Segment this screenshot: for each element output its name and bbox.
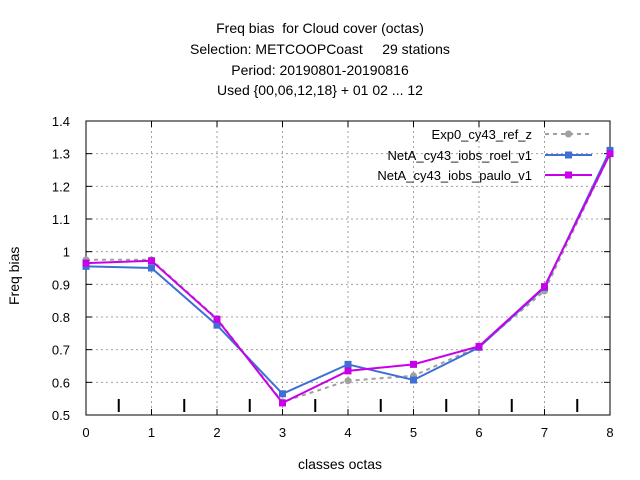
x-tick-label: 1 xyxy=(148,425,155,440)
legend-marker-exp0-cy43-ref-z xyxy=(565,130,572,138)
data-point-neta-cy43-iobs-paulo-v1 xyxy=(279,399,286,407)
y-tick-label: 0.8 xyxy=(52,310,70,325)
y-tick-label: 1.3 xyxy=(52,147,70,162)
x-tick-label: 8 xyxy=(606,425,613,440)
data-point-neta-cy43-iobs-paulo-v1 xyxy=(148,257,155,265)
data-point-neta-cy43-iobs-roel-v1 xyxy=(279,390,286,398)
data-point-neta-cy43-iobs-paulo-v1 xyxy=(541,283,548,291)
data-point-neta-cy43-iobs-roel-v1 xyxy=(148,264,155,272)
y-tick-label: 0.5 xyxy=(52,408,70,423)
data-point-neta-cy43-iobs-paulo-v1 xyxy=(475,342,483,350)
chart-title-line-1: Freq bias for Cloud cover (octas) xyxy=(216,20,424,36)
y-tick-label: 1.2 xyxy=(52,179,70,194)
x-axis-label: classes octas xyxy=(298,456,383,472)
y-tick-label: 0.9 xyxy=(52,277,70,292)
x-tick-label: 7 xyxy=(541,425,548,440)
data-point-exp0-cy43-ref-z xyxy=(344,377,352,385)
chart-title-line-4: Used {00,06,12,18} + 01 02 ... 12 xyxy=(217,82,423,98)
legend-marker-neta-cy43-iobs-paulo-v1 xyxy=(565,171,572,179)
data-point-neta-cy43-iobs-paulo-v1 xyxy=(213,315,221,323)
chart-title-line-3: Period: 20190801-20190816 xyxy=(231,62,409,78)
x-tick-label: 3 xyxy=(279,425,286,440)
y-tick-label: 1.1 xyxy=(52,212,70,227)
legend-marker-neta-cy43-iobs-roel-v1 xyxy=(565,151,572,159)
legend-label-exp0-cy43-ref-z: Exp0_cy43_ref_z xyxy=(432,127,532,142)
data-point-neta-cy43-iobs-paulo-v1 xyxy=(344,367,352,375)
data-point-neta-cy43-iobs-paulo-v1 xyxy=(606,150,614,158)
data-point-neta-cy43-iobs-paulo-v1 xyxy=(410,360,417,368)
legend-label-neta-cy43-iobs-paulo-v1: NetA_cy43_iobs_paulo_v1 xyxy=(377,168,532,183)
data-point-neta-cy43-iobs-paulo-v1 xyxy=(82,259,90,267)
data-point-neta-cy43-iobs-roel-v1 xyxy=(344,360,352,368)
x-tick-label: 4 xyxy=(344,425,351,440)
data-point-neta-cy43-iobs-roel-v1 xyxy=(410,376,417,384)
y-tick-label: 0.6 xyxy=(52,375,70,390)
y-tick-label: 1.4 xyxy=(52,114,70,129)
x-tick-label: 2 xyxy=(213,425,220,440)
x-tick-label: 5 xyxy=(410,425,417,440)
y-tick-label: 1 xyxy=(63,245,70,260)
data-point-neta-cy43-iobs-roel-v1 xyxy=(213,321,221,329)
x-tick-label: 0 xyxy=(82,425,89,440)
chart-title-line-2: Selection: METCOOPCoast 29 stations xyxy=(190,41,450,57)
legend-label-neta-cy43-iobs-roel-v1: NetA_cy43_iobs_roel_v1 xyxy=(387,148,532,163)
x-tick-label: 6 xyxy=(475,425,482,440)
y-tick-label: 0.7 xyxy=(52,343,70,358)
